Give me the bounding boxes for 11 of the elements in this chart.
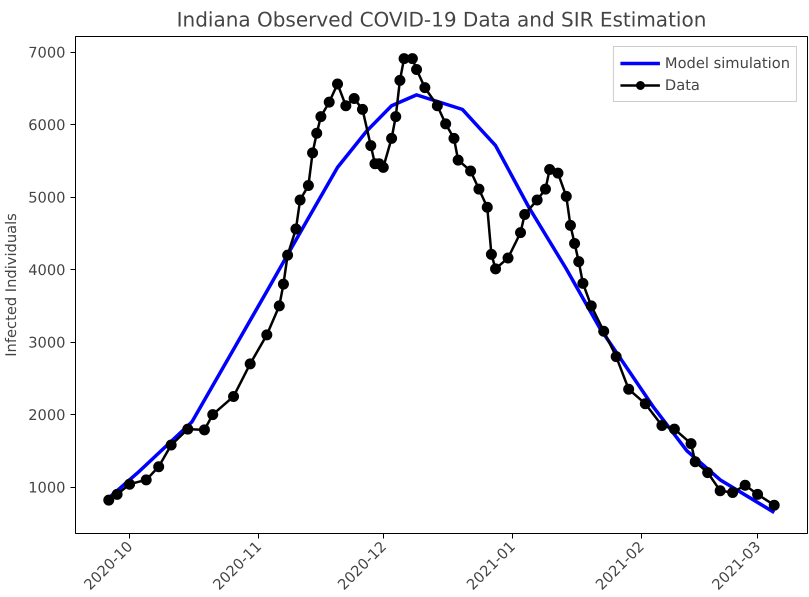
chart-title: Indiana Observed COVID-19 Data and SIR Estimation [176,8,706,32]
y-axis-title: Infected Individuals [3,213,20,357]
y-tick-label: 4000 [28,262,66,280]
y-tick-label: 3000 [28,334,66,352]
legend-label: Data [664,76,700,94]
legend-label: Model simulation [664,54,790,72]
y-tick-label: 7000 [28,44,66,62]
y-tick-label: 2000 [28,407,66,424]
y-tick-label: 6000 [28,117,66,134]
y-tick-label: 1000 [28,480,66,497]
y-tick-label: 5000 [28,190,66,207]
